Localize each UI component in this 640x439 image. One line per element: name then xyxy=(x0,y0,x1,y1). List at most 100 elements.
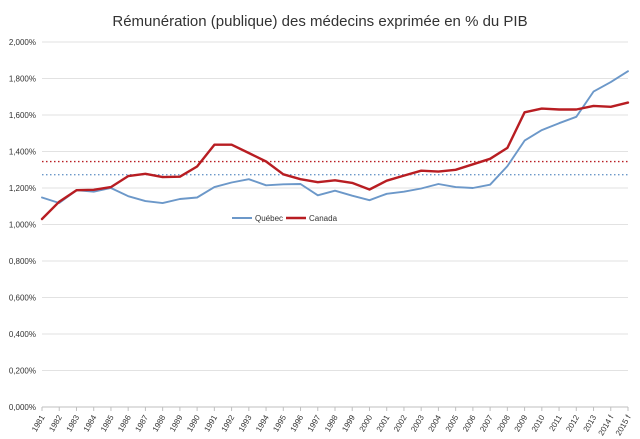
x-tick-label: 1999 xyxy=(340,413,357,433)
data-point xyxy=(41,218,43,220)
data-point xyxy=(179,198,181,200)
data-point xyxy=(162,202,164,204)
data-point xyxy=(507,147,509,149)
data-point xyxy=(420,170,422,172)
data-point xyxy=(41,197,43,199)
legend-label-1: Canada xyxy=(309,214,338,223)
x-tick-label: 1996 xyxy=(289,413,306,433)
y-tick-label: 0,000% xyxy=(9,403,36,412)
x-tick-label: 1984 xyxy=(82,413,99,433)
x-tick-label: 2002 xyxy=(392,413,409,433)
data-point xyxy=(403,175,405,177)
y-tick-label: 1,600% xyxy=(9,111,36,120)
x-tick-label: 1987 xyxy=(133,413,150,433)
data-point xyxy=(214,186,216,188)
data-point xyxy=(265,161,267,163)
chart-title: Rémunération (publique) des médecins exp… xyxy=(112,13,527,30)
x-tick-label: 2012 xyxy=(564,413,581,433)
data-point xyxy=(541,108,543,110)
legend: Québec Canada xyxy=(232,214,338,223)
x-tick-label: 1997 xyxy=(306,413,323,433)
x-tick-label: 1998 xyxy=(323,413,340,433)
data-point xyxy=(214,144,216,146)
data-point xyxy=(93,191,95,193)
y-tick-label: 0,600% xyxy=(9,294,36,303)
data-point xyxy=(420,188,422,190)
y-tick-label: 1,200% xyxy=(9,184,36,193)
x-tick-label: 1985 xyxy=(99,413,116,433)
data-point xyxy=(627,70,629,72)
data-point xyxy=(231,182,233,184)
data-point xyxy=(593,105,595,107)
x-tick-label: 1986 xyxy=(116,413,133,433)
data-point xyxy=(351,195,353,197)
x-tick-label: 2004 xyxy=(426,413,443,433)
data-point xyxy=(386,193,388,195)
x-tick-label: 2008 xyxy=(495,413,512,433)
data-point xyxy=(179,176,181,178)
x-tick-label: 1994 xyxy=(254,413,271,433)
data-point xyxy=(610,106,612,108)
x-tick-label: 2003 xyxy=(409,413,426,433)
x-tick-label: 1992 xyxy=(220,413,237,433)
x-tick-label: 1988 xyxy=(151,413,168,433)
x-tick-label: 2014 f xyxy=(597,413,616,437)
y-tick-label: 1,800% xyxy=(9,75,36,84)
x-tick-label: 2011 xyxy=(547,413,564,433)
data-point xyxy=(334,190,336,192)
data-point xyxy=(145,200,147,202)
data-point xyxy=(300,183,302,185)
data-point xyxy=(472,163,474,165)
data-point xyxy=(438,171,440,173)
data-point xyxy=(627,102,629,104)
x-tick-label: 1990 xyxy=(185,413,202,433)
x-tick-label: 2013 xyxy=(582,413,599,433)
data-point xyxy=(145,173,147,175)
data-point xyxy=(282,184,284,186)
series-line-1 xyxy=(40,101,630,221)
data-point xyxy=(334,180,336,182)
x-tick-label: 1993 xyxy=(237,413,254,433)
data-point xyxy=(248,152,250,154)
x-tick-label: 1995 xyxy=(271,413,288,433)
data-point xyxy=(369,199,371,201)
data-point xyxy=(127,195,129,197)
data-point xyxy=(127,175,129,177)
x-tick-label: 1982 xyxy=(47,413,64,433)
data-point xyxy=(507,165,509,167)
x-tick-label: 2005 xyxy=(444,413,461,433)
data-point xyxy=(93,189,95,191)
data-point xyxy=(231,144,233,146)
y-tick-label: 1,400% xyxy=(9,148,36,157)
y-tick-label: 0,200% xyxy=(9,367,36,376)
data-point xyxy=(265,184,267,186)
data-point xyxy=(524,140,526,142)
y-tick-label: 2,000% xyxy=(9,38,36,47)
x-tick-label: 1983 xyxy=(65,413,82,433)
data-point xyxy=(575,116,577,118)
average-lines xyxy=(42,160,628,176)
gridlines xyxy=(42,41,628,408)
x-tick-label: 2015 f xyxy=(614,413,633,437)
data-point xyxy=(455,169,457,171)
data-point xyxy=(351,182,353,184)
y-tick-label: 1,000% xyxy=(9,221,36,230)
data-point xyxy=(369,189,371,191)
x-tick-label: 2007 xyxy=(478,413,495,433)
x-tick-label: 1981 xyxy=(30,413,47,433)
data-point xyxy=(575,109,577,111)
legend-label-0: Québec xyxy=(255,214,283,223)
data-point xyxy=(472,187,474,189)
data-point xyxy=(248,178,250,180)
data-point xyxy=(58,201,60,203)
data-point xyxy=(162,176,164,178)
y-tick-label: 0,400% xyxy=(9,330,36,339)
x-tick-label: 1991 xyxy=(202,413,219,433)
x-tick-label: 2006 xyxy=(461,413,478,433)
data-point xyxy=(196,166,198,168)
data-point xyxy=(489,158,491,160)
data-point xyxy=(317,181,319,183)
data-point xyxy=(282,174,284,176)
series-line-0 xyxy=(41,70,629,205)
